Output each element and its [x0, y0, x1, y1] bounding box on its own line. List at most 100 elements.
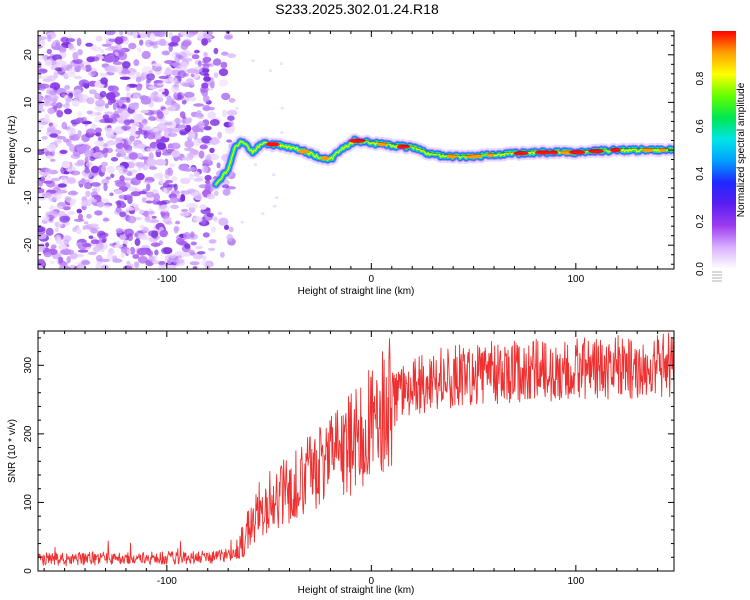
noise-blob	[218, 79, 228, 87]
noise-blob	[100, 77, 108, 85]
noise-blob	[145, 191, 155, 198]
noise-blob	[95, 35, 103, 42]
noise-blob	[85, 42, 93, 47]
noise-blob	[38, 96, 45, 101]
noise-blob	[174, 54, 180, 63]
noise-blob	[103, 143, 108, 148]
noise-blob	[95, 254, 103, 262]
noise-blob	[53, 139, 63, 144]
noise-blob	[164, 121, 173, 126]
noise-blob	[66, 256, 71, 264]
noise-blob	[163, 131, 171, 138]
noise-blob	[188, 132, 196, 139]
noise-blob	[105, 47, 113, 51]
noise-blob	[151, 63, 162, 67]
noise-blob	[54, 221, 60, 228]
noise-blob	[159, 226, 164, 231]
noise-blob	[146, 44, 151, 48]
noise-blob	[175, 117, 181, 124]
noise-blob	[54, 227, 59, 233]
heatmap-ylabel: Frequency (Hz)	[7, 116, 18, 185]
noise-blob	[129, 102, 140, 110]
noise-blob	[213, 72, 219, 79]
noise-blob	[86, 110, 93, 115]
noise-blob	[115, 180, 127, 188]
noise-blob	[209, 139, 221, 144]
noise-blob	[139, 39, 144, 46]
noise-blob	[153, 98, 160, 102]
snr-frame	[37, 330, 675, 572]
noise-blob	[95, 127, 102, 134]
noise-blob	[115, 99, 127, 104]
noise-blob	[114, 148, 125, 153]
noise-blob	[110, 173, 115, 178]
noise-blob	[180, 177, 191, 184]
noise-blob	[41, 135, 48, 140]
noise-blob	[61, 64, 67, 72]
noise-blob	[131, 207, 140, 211]
y-tick-label: -10	[23, 190, 34, 205]
noise-blob	[199, 204, 207, 210]
noise-blob	[209, 147, 215, 154]
noise-blob	[87, 251, 97, 255]
heatmap-content	[38, 31, 674, 269]
noise-blob	[186, 188, 196, 193]
noise-blob	[158, 88, 165, 93]
noise-blob	[93, 132, 100, 136]
noise-blob	[72, 52, 79, 60]
noise-blob	[123, 119, 131, 126]
snr-content	[38, 332, 674, 567]
noise-blob	[130, 191, 141, 197]
noise-blob	[177, 241, 187, 245]
noise-blob	[136, 161, 146, 168]
noise-blob	[67, 43, 74, 50]
noise-blob	[163, 71, 170, 76]
noise-blob	[189, 261, 200, 266]
noise-blob	[112, 61, 123, 65]
noise-blob	[208, 87, 214, 91]
noise-blob	[202, 232, 210, 238]
noise-blob	[103, 182, 108, 192]
noise-blob	[156, 123, 168, 131]
noise-blob	[143, 210, 149, 217]
noise-blob	[84, 182, 93, 190]
noise-blob	[157, 111, 164, 120]
noise-blob	[101, 238, 107, 243]
noise-blob	[92, 246, 101, 253]
noise-blob	[147, 31, 156, 34]
noise-blob	[88, 56, 100, 62]
noise-blob	[83, 221, 89, 225]
noise-blob	[70, 127, 76, 136]
noise-blob	[199, 144, 208, 150]
noise-blob	[154, 249, 159, 256]
noise-blob	[103, 204, 111, 209]
noise-blob	[166, 184, 177, 188]
noise-blob	[181, 99, 187, 105]
noise-blob	[182, 252, 191, 257]
noise-blob	[71, 98, 80, 107]
y-tick-label: 200	[23, 425, 34, 442]
noise-blob	[179, 212, 190, 217]
noise-blob	[158, 178, 165, 185]
noise-blob	[120, 70, 131, 75]
noise-blob	[57, 183, 67, 188]
noise-blob	[139, 235, 150, 241]
noise-blob	[38, 265, 44, 269]
noise-blob	[148, 255, 155, 262]
noise-blob	[179, 129, 190, 135]
noise-blob	[77, 130, 82, 138]
snr-panel: -100 0 100 0 100 200 300 Height of straight li…	[7, 330, 675, 596]
chart-title: S233.2025.302.01.24.R18	[275, 1, 439, 17]
noise-blob	[70, 170, 81, 176]
noise-blob	[85, 128, 96, 136]
noise-blob	[204, 73, 210, 80]
noise-blob	[201, 38, 209, 46]
noise-blob	[114, 44, 123, 50]
noise-blob	[50, 244, 57, 249]
noise-blob	[253, 163, 258, 167]
noise-blob	[64, 196, 72, 202]
noise-blob	[58, 256, 64, 264]
noise-blob	[94, 92, 100, 100]
noise-blob	[94, 210, 103, 216]
